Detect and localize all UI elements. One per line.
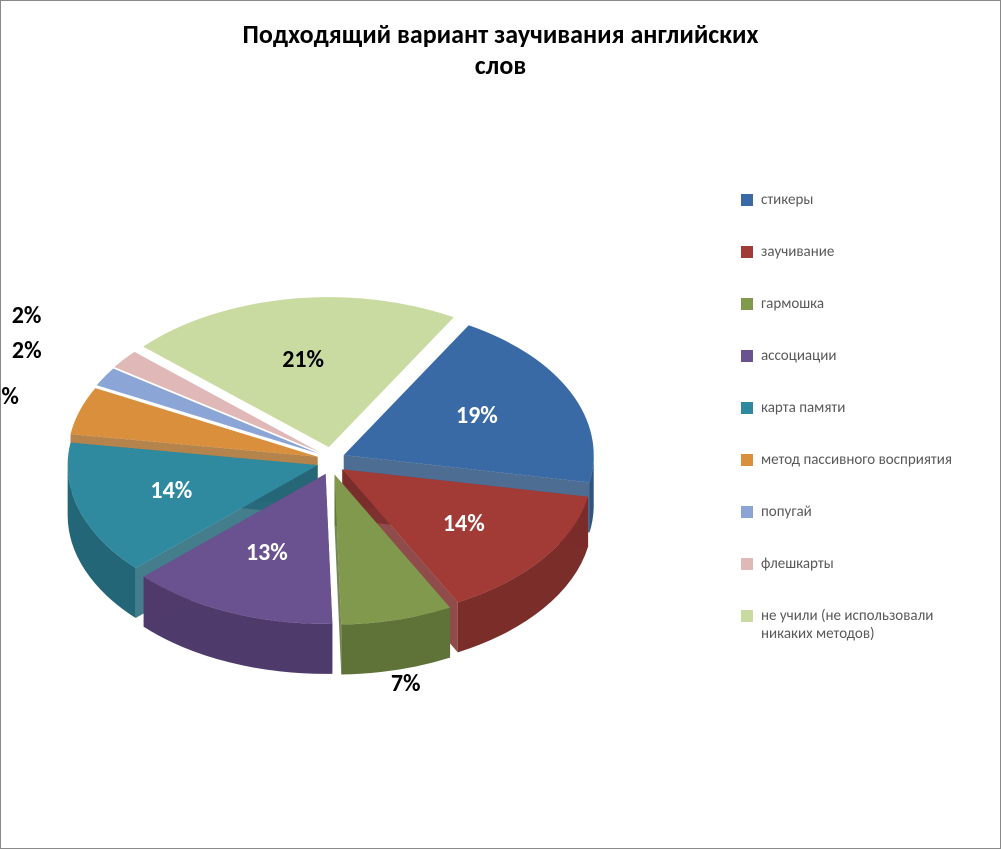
legend-label: заучивание	[761, 243, 834, 261]
legend-swatch	[741, 246, 753, 258]
legend-label: не учили (не использовали никаких методо…	[761, 607, 981, 643]
data-label: 2%	[12, 336, 42, 365]
legend-item: гармошка	[741, 295, 981, 313]
legend-label: карта памяти	[761, 399, 845, 417]
chart-container: Подходящий вариант заучивания английских…	[0, 0, 1001, 849]
legend-swatch	[741, 350, 753, 362]
legend-swatch	[741, 194, 753, 206]
legend-swatch	[741, 298, 753, 310]
data-label: 14%	[150, 476, 192, 505]
data-label: 21%	[282, 345, 324, 374]
legend-swatch	[741, 506, 753, 518]
legend-swatch	[741, 610, 753, 622]
legend-swatch	[741, 558, 753, 570]
data-label: 7%	[391, 669, 421, 698]
legend-swatch	[741, 402, 753, 414]
legend-item: заучивание	[741, 243, 981, 261]
data-label: 2%	[12, 301, 42, 330]
data-label: 5%	[0, 382, 19, 411]
legend-label: метод пассивного восприятия	[761, 451, 952, 469]
legend-swatch	[741, 454, 753, 466]
legend-item: стикеры	[741, 191, 981, 209]
legend-label: ассоциации	[761, 347, 836, 365]
legend-label: гармошка	[761, 295, 824, 313]
legend-item: флешкарты	[741, 555, 981, 573]
data-label: 13%	[246, 538, 288, 567]
legend-item: карта памяти	[741, 399, 981, 417]
legend-item: попугай	[741, 503, 981, 521]
data-label: 19%	[456, 401, 498, 430]
data-label: 14%	[443, 509, 485, 538]
legend-item: не учили (не использовали никаких методо…	[741, 607, 981, 643]
legend-item: метод пассивного восприятия	[741, 451, 981, 469]
legend-label: попугай	[761, 503, 812, 521]
legend-item: ассоциации	[741, 347, 981, 365]
legend-label: флешкарты	[761, 555, 834, 573]
legend-label: стикеры	[761, 191, 813, 209]
legend: стикеры заучивание гармошка ассоциации карта…	[741, 191, 981, 677]
